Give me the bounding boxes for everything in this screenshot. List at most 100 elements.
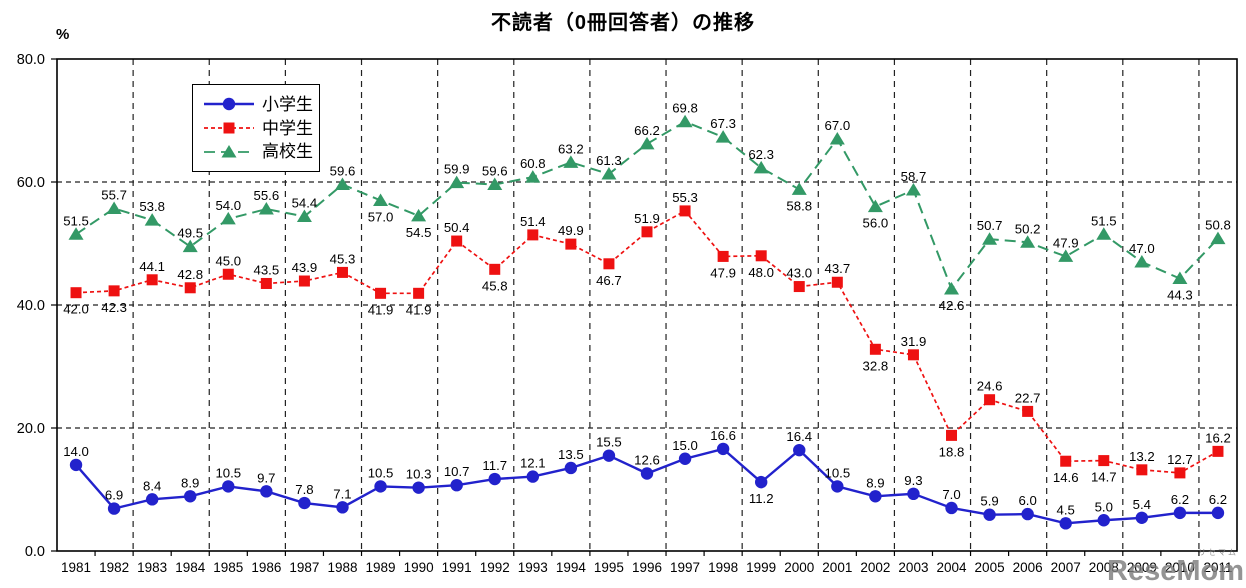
svg-text:42.0: 42.0: [63, 302, 89, 317]
svg-text:1994: 1994: [556, 560, 587, 575]
svg-text:7.0: 7.0: [942, 487, 960, 502]
svg-text:2011: 2011: [1203, 560, 1232, 575]
legend-circle-marker-icon: [204, 98, 254, 111]
svg-text:43.9: 43.9: [292, 260, 318, 275]
y-axis-unit-label: %: [56, 26, 70, 43]
svg-text:5.4: 5.4: [1133, 497, 1151, 512]
svg-text:59.6: 59.6: [482, 163, 508, 178]
svg-text:43.5: 43.5: [254, 262, 280, 277]
svg-text:1997: 1997: [670, 560, 700, 575]
svg-text:2003: 2003: [898, 560, 928, 575]
svg-text:67.3: 67.3: [710, 116, 736, 131]
svg-text:54.0: 54.0: [215, 198, 241, 213]
svg-text:49.9: 49.9: [558, 223, 584, 238]
svg-text:1998: 1998: [708, 560, 738, 575]
svg-text:2009: 2009: [1127, 560, 1157, 575]
svg-text:60.0: 60.0: [17, 175, 45, 191]
svg-text:1991: 1991: [442, 560, 472, 575]
svg-text:13.5: 13.5: [558, 447, 584, 462]
svg-text:51.5: 51.5: [1091, 213, 1117, 228]
svg-text:50.2: 50.2: [1015, 221, 1041, 236]
svg-text:11.7: 11.7: [482, 458, 507, 473]
svg-text:11.2: 11.2: [749, 491, 774, 506]
svg-text:69.8: 69.8: [672, 101, 698, 116]
legend-label-elementary: 小学生: [262, 94, 313, 114]
legend-item-junior-high: 中学生: [203, 120, 313, 137]
svg-text:14.0: 14.0: [63, 444, 89, 459]
svg-text:10.5: 10.5: [824, 465, 850, 480]
svg-text:2004: 2004: [936, 560, 967, 575]
svg-text:10.5: 10.5: [368, 465, 394, 480]
svg-text:55.6: 55.6: [254, 188, 280, 203]
svg-text:2001: 2001: [822, 560, 852, 575]
svg-text:51.4: 51.4: [520, 214, 546, 229]
svg-text:2005: 2005: [975, 560, 1005, 575]
chart-legend: 小学生中学生高校生: [192, 84, 320, 172]
axes: [51, 58, 1238, 556]
svg-text:14.6: 14.6: [1053, 470, 1079, 485]
svg-text:2000: 2000: [784, 560, 814, 575]
svg-text:42.8: 42.8: [177, 267, 203, 282]
svg-text:5.0: 5.0: [1095, 499, 1113, 514]
series-junior-high: 42.0 42.3 44.1 42.8 45.0 43.5 43.9 45.3 41.9 41.9…: [63, 190, 1231, 485]
svg-text:15.0: 15.0: [672, 438, 698, 453]
svg-text:48.0: 48.0: [748, 265, 774, 280]
svg-text:50.4: 50.4: [444, 220, 470, 235]
legend-triangle-marker-icon: [204, 144, 254, 158]
svg-text:1993: 1993: [518, 560, 548, 575]
svg-text:2008: 2008: [1089, 560, 1119, 575]
svg-text:14.7: 14.7: [1091, 470, 1117, 485]
svg-text:56.0: 56.0: [863, 216, 889, 231]
svg-text:50.8: 50.8: [1205, 218, 1231, 233]
svg-text:13.2: 13.2: [1129, 449, 1155, 464]
svg-text:7.1: 7.1: [333, 486, 351, 501]
svg-text:18.8: 18.8: [939, 444, 965, 459]
svg-text:66.2: 66.2: [634, 123, 660, 138]
svg-text:9.3: 9.3: [904, 473, 922, 488]
svg-text:22.7: 22.7: [1015, 390, 1041, 405]
svg-text:53.8: 53.8: [139, 199, 165, 214]
svg-text:12.6: 12.6: [634, 453, 660, 468]
svg-text:43.7: 43.7: [824, 261, 850, 276]
svg-text:16.2: 16.2: [1205, 430, 1231, 445]
svg-text:61.3: 61.3: [596, 153, 622, 168]
svg-text:59.9: 59.9: [444, 162, 470, 177]
svg-text:1995: 1995: [594, 560, 624, 575]
svg-text:16.6: 16.6: [710, 428, 736, 443]
series-elementary: 14.0 6.9 8.4 8.9 10.5 9.7 7.8 7.1 10.5 10.3 10.7 11…: [63, 428, 1227, 530]
svg-text:6.2: 6.2: [1209, 492, 1227, 507]
svg-text:58.8: 58.8: [786, 198, 812, 213]
svg-text:63.2: 63.2: [558, 141, 584, 156]
svg-text:10.7: 10.7: [444, 464, 470, 479]
svg-text:45.3: 45.3: [330, 251, 356, 266]
svg-text:7.8: 7.8: [295, 482, 313, 497]
svg-text:6.2: 6.2: [1171, 492, 1189, 507]
svg-text:1984: 1984: [175, 560, 206, 575]
svg-text:80.0: 80.0: [17, 52, 45, 68]
svg-text:45.0: 45.0: [215, 253, 241, 268]
svg-text:44.1: 44.1: [139, 259, 165, 274]
svg-text:12.7: 12.7: [1167, 452, 1193, 467]
svg-text:42.6: 42.6: [939, 298, 965, 313]
svg-text:51.9: 51.9: [634, 211, 660, 226]
svg-text:47.9: 47.9: [710, 265, 736, 280]
svg-text:41.9: 41.9: [406, 302, 432, 317]
svg-text:4.5: 4.5: [1057, 502, 1075, 517]
svg-text:10.5: 10.5: [215, 465, 241, 480]
svg-text:1981: 1981: [61, 560, 91, 575]
svg-text:24.6: 24.6: [977, 379, 1003, 394]
svg-text:1983: 1983: [137, 560, 167, 575]
legend-item-high-school: 高校生: [203, 143, 313, 160]
svg-text:1989: 1989: [366, 560, 396, 575]
svg-text:41.9: 41.9: [368, 302, 394, 317]
svg-text:47.0: 47.0: [1129, 241, 1155, 256]
svg-text:1982: 1982: [99, 560, 129, 575]
x-axis-labels: 1981 1982 1983 1984 1985 1986 1987 1988 1989 1990…: [61, 560, 1232, 575]
svg-text:8.9: 8.9: [866, 475, 884, 490]
svg-text:1985: 1985: [213, 560, 243, 575]
svg-text:59.6: 59.6: [330, 163, 356, 178]
svg-text:20.0: 20.0: [17, 421, 45, 437]
svg-text:1986: 1986: [251, 560, 281, 575]
